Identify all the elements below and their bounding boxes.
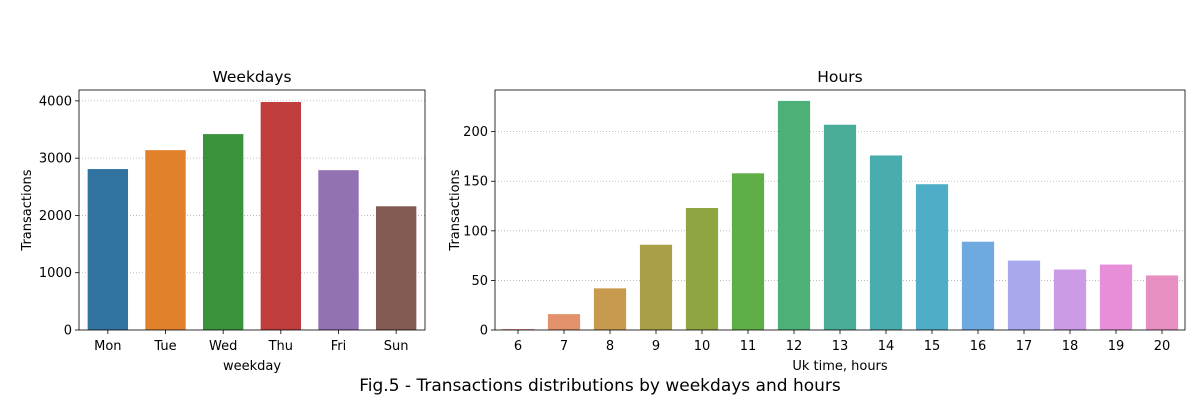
x-tick-label: 17 — [1016, 339, 1033, 354]
y-tick-label: 100 — [463, 224, 488, 239]
bar-Mon — [87, 169, 129, 330]
bar-14 — [869, 155, 903, 330]
x-axis-label: weekday — [223, 359, 281, 374]
bar-15 — [915, 184, 949, 330]
bar-8 — [593, 288, 627, 330]
bar-Wed — [202, 134, 244, 330]
chart-title: Hours — [817, 68, 862, 86]
figure-caption: Fig.5 - Transactions distributions by we… — [359, 376, 841, 396]
bar-9 — [639, 244, 673, 330]
x-tick-label: Thu — [268, 339, 293, 354]
bar-17 — [1007, 260, 1041, 330]
bar-18 — [1053, 269, 1087, 330]
x-tick-label: 9 — [652, 339, 660, 354]
y-tick-label: 3000 — [39, 152, 72, 167]
y-tick-label: 0 — [64, 324, 72, 339]
bar-16 — [961, 241, 995, 330]
x-tick-label: 12 — [786, 339, 803, 354]
x-tick-label: 15 — [924, 339, 941, 354]
bar-13 — [823, 124, 857, 330]
y-tick-label: 50 — [471, 274, 488, 289]
x-tick-label: 13 — [832, 339, 849, 354]
x-tick-label: 7 — [560, 339, 568, 354]
bar-Tue — [145, 150, 186, 330]
y-tick-label: 4000 — [39, 94, 72, 109]
x-tick-label: Tue — [153, 339, 176, 354]
y-tick-label: 1000 — [39, 266, 72, 281]
bar-19 — [1099, 264, 1133, 330]
x-tick-label: 18 — [1062, 339, 1079, 354]
bar-7 — [547, 314, 581, 330]
x-tick-label: Wed — [209, 339, 237, 354]
bar-Sun — [375, 206, 417, 330]
y-tick-label: 150 — [463, 175, 488, 190]
bar-12 — [777, 100, 811, 330]
bar-20 — [1145, 275, 1179, 330]
x-tick-label: 14 — [878, 339, 895, 354]
bar-10 — [685, 208, 719, 330]
x-tick-label: Sun — [384, 339, 409, 354]
x-tick-label: 11 — [740, 339, 757, 354]
y-axis-label: Transactions — [448, 169, 463, 251]
x-axis-label: Uk time, hours — [792, 359, 888, 374]
y-axis-label: Transactions — [20, 169, 35, 251]
x-tick-label: 16 — [970, 339, 987, 354]
chart-title: Weekdays — [212, 68, 291, 86]
axes-frame — [78, 89, 426, 331]
x-tick-label: Mon — [94, 339, 121, 354]
y-tick-label: 200 — [463, 125, 488, 140]
bar-Fri — [318, 170, 359, 330]
x-tick-label: 19 — [1108, 339, 1125, 354]
hours-chart: 0 50 100 150 200 6 7 8 9 10 11 12 13 14 15 16 17 18 19 20 Ho… — [448, 68, 1186, 374]
x-tick-label: 8 — [606, 339, 614, 354]
weekdays-chart: 0 1000 2000 3000 4000 Mon Tue Wed Thu Fri Sun Weekd… — [20, 68, 426, 374]
y-tick-label: 2000 — [39, 209, 72, 224]
x-tick-label: 10 — [694, 339, 711, 354]
y-tick-label: 0 — [480, 324, 488, 339]
x-tick-label: 6 — [514, 339, 522, 354]
x-tick-label: 20 — [1154, 339, 1171, 354]
bar-Thu — [260, 102, 302, 330]
bar-11 — [731, 173, 765, 330]
x-tick-label: Fri — [331, 339, 347, 354]
bar-6 — [501, 329, 535, 330]
